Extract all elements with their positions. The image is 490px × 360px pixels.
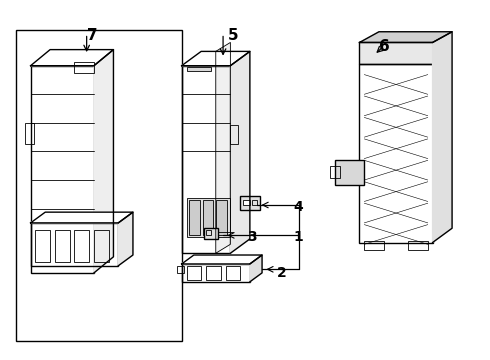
- Text: 4: 4: [294, 200, 303, 214]
- Bar: [16, 30, 182, 341]
- Polygon shape: [182, 255, 262, 264]
- Bar: [177, 266, 184, 273]
- Bar: [182, 264, 250, 282]
- Polygon shape: [216, 42, 230, 253]
- Bar: [206, 230, 211, 235]
- Bar: [202, 200, 213, 235]
- Bar: [30, 66, 94, 273]
- Text: 6: 6: [379, 39, 390, 54]
- Bar: [206, 266, 220, 280]
- Bar: [182, 66, 230, 253]
- Polygon shape: [118, 212, 133, 266]
- Bar: [74, 230, 89, 262]
- Bar: [330, 166, 340, 178]
- Bar: [335, 160, 365, 185]
- Bar: [225, 266, 240, 280]
- Bar: [74, 62, 94, 73]
- Bar: [230, 125, 238, 144]
- Bar: [240, 196, 260, 210]
- Polygon shape: [30, 212, 133, 223]
- Polygon shape: [94, 50, 114, 273]
- Text: 5: 5: [228, 28, 239, 43]
- Polygon shape: [30, 50, 114, 66]
- Bar: [365, 241, 384, 249]
- Bar: [360, 64, 433, 243]
- Bar: [30, 223, 118, 266]
- Text: 3: 3: [247, 230, 257, 244]
- Bar: [360, 42, 433, 64]
- Text: 1: 1: [294, 230, 303, 244]
- Bar: [243, 200, 250, 205]
- Bar: [252, 200, 257, 205]
- Polygon shape: [250, 255, 262, 282]
- Bar: [408, 241, 428, 249]
- Text: 7: 7: [87, 28, 98, 43]
- Bar: [216, 200, 227, 235]
- Polygon shape: [433, 32, 452, 243]
- Text: 2: 2: [277, 266, 287, 280]
- Bar: [187, 198, 230, 237]
- Bar: [203, 228, 218, 239]
- Bar: [55, 230, 70, 262]
- Bar: [189, 200, 200, 235]
- Polygon shape: [182, 51, 250, 66]
- Bar: [35, 230, 50, 262]
- Bar: [25, 123, 33, 144]
- Bar: [187, 67, 211, 71]
- Bar: [187, 266, 201, 280]
- Bar: [94, 230, 109, 262]
- Polygon shape: [230, 51, 250, 253]
- Polygon shape: [360, 32, 452, 42]
